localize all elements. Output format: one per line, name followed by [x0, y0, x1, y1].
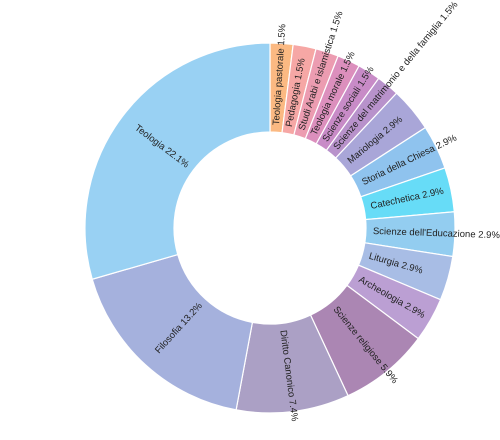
slice-label-scienze-dell-educazione: Scienze dell'Educazione 2.9% [373, 226, 500, 241]
slices-layer [84, 42, 456, 414]
slice-teologia [84, 42, 271, 280]
slice-filosofia [91, 253, 254, 411]
